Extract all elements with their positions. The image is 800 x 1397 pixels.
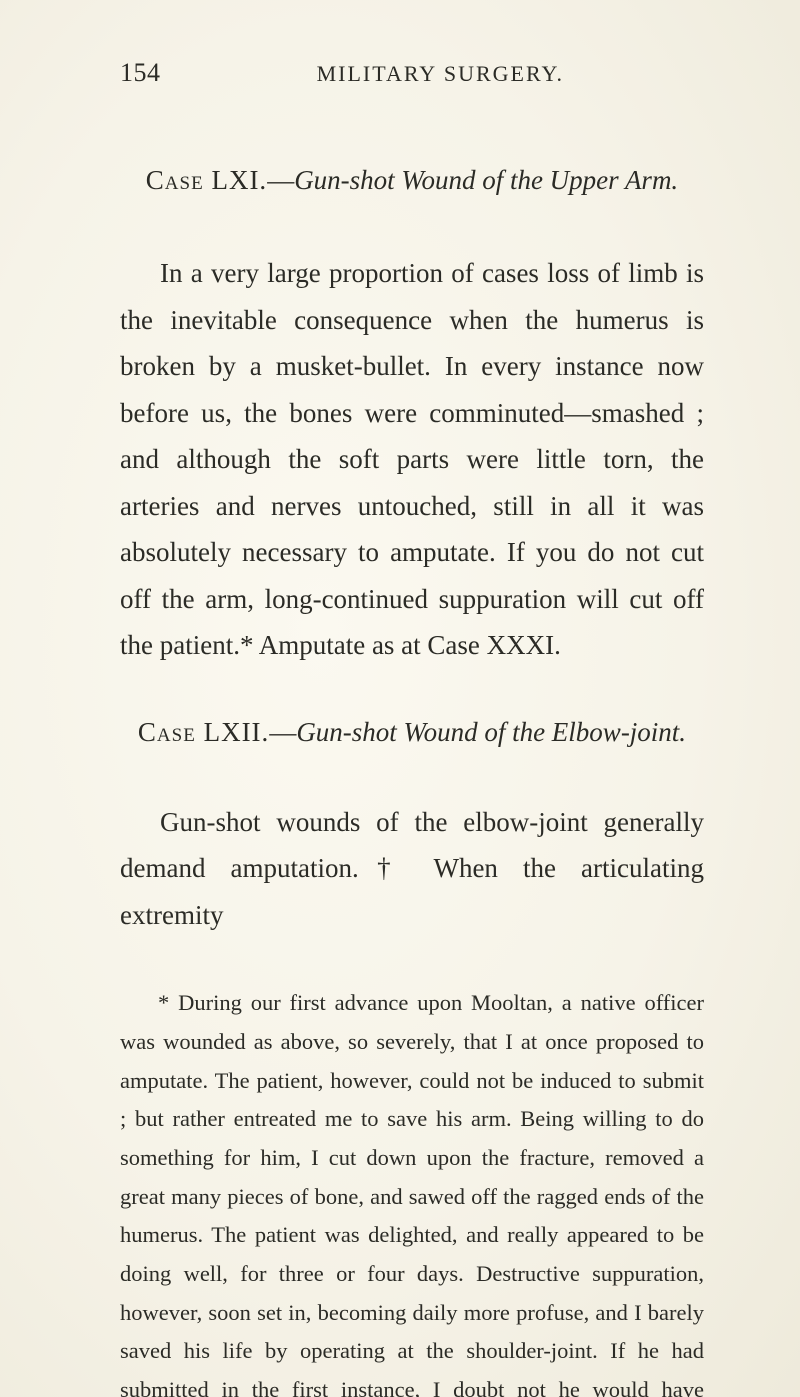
page-number: 154: [120, 58, 161, 88]
case-62-title: Gun-shot Wound of the Elbow-joint.: [296, 717, 686, 747]
running-head: MILITARY SURGERY.: [317, 61, 564, 87]
case-62-heading: Case LXII.—Gun-shot Wound of the Elbow-j…: [120, 714, 704, 750]
case-61-heading: Case LXI.—Gun-shot Wound of the Upper Ar…: [120, 162, 704, 198]
case-62-dash: —: [269, 717, 296, 747]
case-61-paragraph: In a very large proportion of cases loss…: [120, 250, 704, 668]
case-61-label: Case LXI.: [146, 165, 267, 195]
page-header: 154 MILITARY SURGERY.: [120, 58, 704, 88]
case-62-paragraph: Gun-shot wounds of the elbow-joint gener…: [120, 799, 704, 938]
case-61-dash: —: [267, 165, 294, 195]
page: 154 MILITARY SURGERY. Case LXI.—Gun-shot…: [0, 0, 800, 1397]
footnote-star: * During our first advance upon Mooltan,…: [120, 984, 704, 1397]
case-62-label: Case LXII.: [138, 717, 269, 747]
case-61-title: Gun-shot Wound of the Upper Arm.: [294, 165, 678, 195]
